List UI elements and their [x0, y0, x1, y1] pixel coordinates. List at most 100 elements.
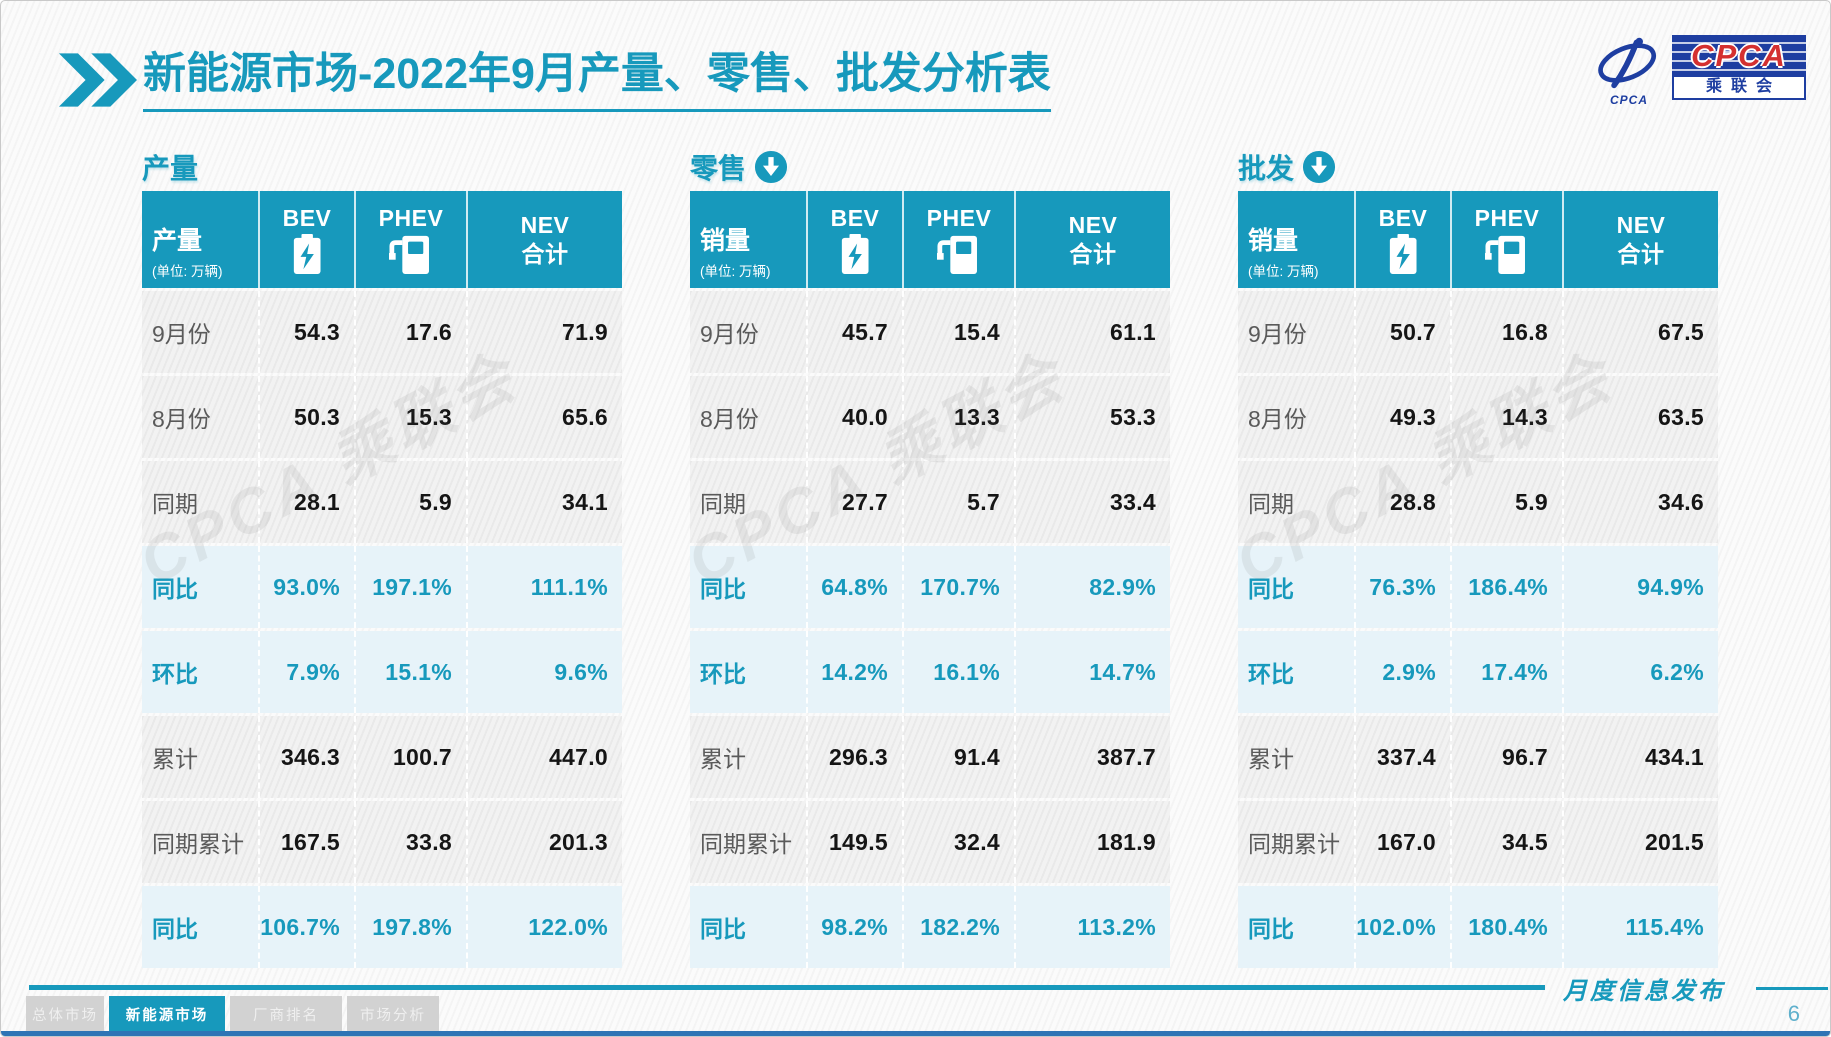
nav-tab[interactable]: 新能源市场: [109, 996, 225, 1033]
row-value: 16.8: [1452, 291, 1564, 373]
row-label: 9月份: [142, 291, 260, 373]
double-chevron-icon: [58, 53, 137, 107]
table-row: 同比 76.3% 186.4% 94.9%: [1238, 546, 1718, 628]
table-row: 同期 28.8 5.9 34.6: [1238, 461, 1718, 543]
table-row: 8月份 40.0 13.3 53.3: [690, 376, 1170, 458]
nav-tab[interactable]: 市场分析: [347, 996, 439, 1033]
row-value: 91.4: [904, 716, 1016, 798]
nav-tab[interactable]: 总体市场: [26, 996, 104, 1033]
section-label-text: 零售: [690, 153, 747, 184]
section-label: 批发: [1238, 143, 1718, 191]
data-table: CPCA 乘联会 销量 (单位: 万辆) BEV PHEV: [677, 191, 1170, 968]
table-section: 零售 CPCA 乘联会 销量 (单位: 万辆) BEV: [677, 143, 1170, 968]
row-value: 2.9%: [1356, 631, 1452, 713]
row-value: 96.7: [1452, 716, 1564, 798]
row-value: 106.7%: [260, 886, 356, 968]
row-value: 6.2%: [1650, 658, 1704, 685]
row-value: 94.9%: [1637, 573, 1704, 600]
row-label: 8月份: [142, 376, 260, 458]
row-value: 14.2%: [808, 631, 904, 713]
row-value: 14.3: [1452, 376, 1564, 458]
cpca-logo: CPCA CPCA 乘联会: [1591, 35, 1806, 107]
battery-icon: [293, 234, 321, 275]
row-value: 16.1%: [904, 631, 1016, 713]
nev-header-cell: NEV 合计: [468, 191, 622, 288]
table-header: 销量 (单位: 万辆) BEV PHEV: [690, 191, 1170, 288]
table-row: 环比 7.9% 15.1% 9.6%: [142, 631, 622, 713]
row-value: 34.6: [1658, 488, 1704, 515]
table-row: 环比 2.9% 17.4% 6.2%: [1238, 631, 1718, 713]
row-value: 5.7: [904, 461, 1016, 543]
row-value: 296.3: [808, 716, 904, 798]
table-row: 9月份 54.3 17.6 71.9: [142, 291, 622, 373]
row-value: 17.4%: [1452, 631, 1564, 713]
row-value: 111.1%: [530, 573, 608, 600]
table-body: 9月份 54.3 17.6 71.9 8月份 50.3 15.3 65.6 同期…: [142, 291, 622, 968]
row-value: 82.9%: [1089, 573, 1156, 600]
row-label: 8月份: [1238, 376, 1356, 458]
corner-header-cell: 销量 (单位: 万辆): [1238, 191, 1356, 288]
table-row: 同比 93.0% 197.1% 111.1%: [142, 546, 622, 628]
charger-icon: [1485, 236, 1526, 275]
cpca-logo-box: CPCA 乘联会: [1672, 35, 1806, 100]
row-label: 同比: [690, 546, 808, 628]
nav-tab[interactable]: 厂商排名: [230, 996, 342, 1033]
footer-rule: [29, 985, 1545, 990]
row-value: 434.1: [1644, 743, 1704, 770]
title-accent: 新能源市场: [143, 50, 358, 98]
bev-header-cell: BEV: [1356, 191, 1452, 288]
unit-label: (单位: 万辆): [1248, 264, 1319, 279]
table-row: 同比 106.7% 197.8% 122.0%: [142, 886, 622, 968]
row-value: 76.3%: [1356, 546, 1452, 628]
cpca-emblem-icon: [1598, 37, 1657, 89]
cpca-logo-sub-text: 乘联会: [1672, 77, 1806, 100]
section-label-text: 产量: [142, 153, 199, 184]
row-label: 同比: [142, 886, 260, 968]
row-value: 113.2%: [1077, 913, 1156, 940]
row-value: 180.4%: [1452, 886, 1564, 968]
bev-header-cell: BEV: [260, 191, 356, 288]
phev-header-cell: PHEV: [356, 191, 468, 288]
table-header: 销量 (单位: 万辆) BEV PHEV: [1238, 191, 1718, 288]
row-value: 447.0: [548, 743, 608, 770]
unit-label: (单位: 万辆): [700, 264, 771, 279]
row-value: 40.0: [808, 376, 904, 458]
table-row: 8月份 50.3 15.3 65.6: [142, 376, 622, 458]
row-value: 9.6%: [554, 658, 608, 685]
row-value: 100.7: [356, 716, 468, 798]
battery-icon: [841, 234, 869, 275]
table-row: 8月份 49.3 14.3 63.5: [1238, 376, 1718, 458]
col-header-bev: BEV: [830, 204, 880, 231]
row-label: 同期累计: [142, 801, 260, 883]
row-value: 33.8: [356, 801, 468, 883]
nev-header-cell: NEV 合计: [1016, 191, 1170, 288]
section-label-text: 批发: [1238, 153, 1295, 184]
charger-icon: [937, 236, 978, 275]
footer-rule-right: [1756, 987, 1828, 990]
download-icon: [754, 150, 788, 184]
tables-row: 产量 CPCA 乘联会 产量 (单位: 万辆) BEV: [129, 143, 1718, 968]
row-value: 186.4%: [1452, 546, 1564, 628]
row-label: 累计: [142, 716, 260, 798]
download-icon: [1302, 150, 1336, 184]
row-value: 54.3: [260, 291, 356, 373]
table-header: 产量 (单位: 万辆) BEV PHEV: [142, 191, 622, 288]
row-value: 32.4: [904, 801, 1016, 883]
row-value: 65.6: [562, 403, 608, 430]
section-label: 零售: [690, 143, 1170, 191]
row-value: 98.2%: [808, 886, 904, 968]
header: 新能源市场-2022年9月产量、零售、批发分析表 CPCA CPCA 乘联会: [57, 35, 1806, 129]
row-label: 9月份: [690, 291, 808, 373]
table-row: 9月份 50.7 16.8 67.5: [1238, 291, 1718, 373]
row-label: 9月份: [1238, 291, 1356, 373]
col-header-phev: PHEV: [1474, 204, 1540, 231]
table-row: 累计 296.3 91.4 387.7: [690, 716, 1170, 798]
row-label: 同期累计: [1238, 801, 1356, 883]
row-label: 累计: [1238, 716, 1356, 798]
nev-header-cell: NEV 合计: [1564, 191, 1718, 288]
row-value: 15.1%: [356, 631, 468, 713]
row-label: 同期累计: [690, 801, 808, 883]
row-value: 201.3: [548, 828, 608, 855]
row-value: 50.3: [260, 376, 356, 458]
table-row: 同期 27.7 5.7 33.4: [690, 461, 1170, 543]
